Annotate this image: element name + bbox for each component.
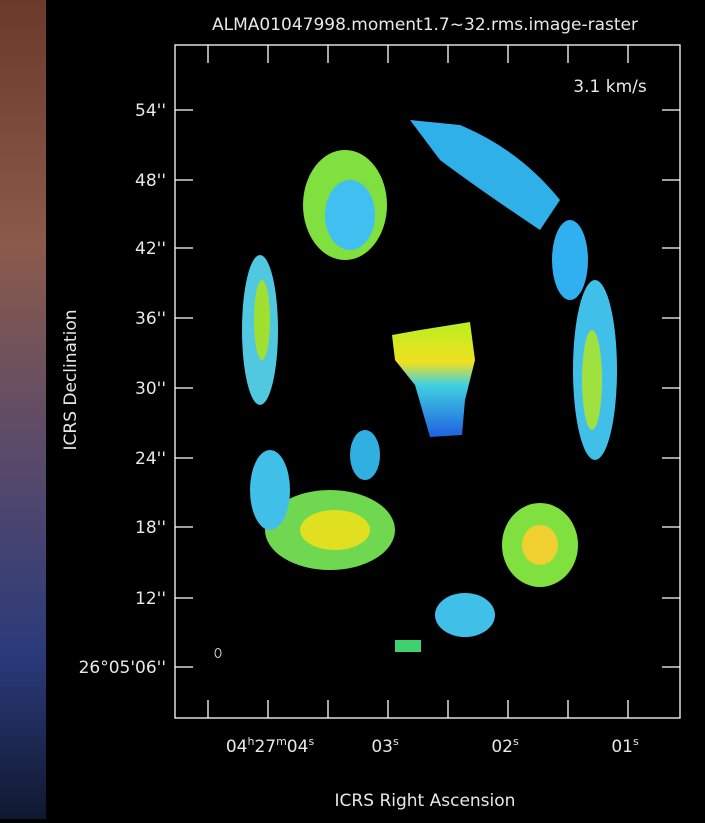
y-tick-label: 36'' [135,309,166,329]
tick-unit: s [513,735,519,748]
y-tick-label: 12'' [135,589,166,609]
velocity-annotation: 3.1 km/s [573,77,647,97]
y-axis-label: ICRS Declination [61,310,81,451]
y-tick-label: 54'' [135,101,166,121]
tick-number: 04 [226,737,248,757]
x-axis-label: ICRS Right Ascension [335,791,516,811]
tick-number: 03 [371,737,393,757]
tick-unit: s [393,735,399,748]
y-tick-label: 18'' [135,518,166,538]
y-tick-label: 42'' [135,239,166,259]
y-tick-label: 48'' [135,171,166,191]
page: ALMA01047998.moment1.7~32.rms.image-rast… [0,0,705,819]
tick-unit: s [633,735,639,748]
tick-number: 27 [254,737,276,757]
y-tick-label: 24'' [135,449,166,469]
tick-unit: m [276,735,287,748]
title: ALMA01047998.moment1.7~32.rms.image-rast… [212,15,638,35]
y-tick-label: 30'' [135,379,166,399]
tick-unit: s [308,735,314,748]
x-tick-label: 04h27m04s [226,735,315,757]
sky-strip [0,0,46,819]
tick-number: 01 [611,737,633,757]
tick-unit: h [247,735,254,748]
tick-number: 02 [491,737,513,757]
y-tick-label: 26°05'06'' [79,658,166,678]
tick-number: 04 [287,737,309,757]
